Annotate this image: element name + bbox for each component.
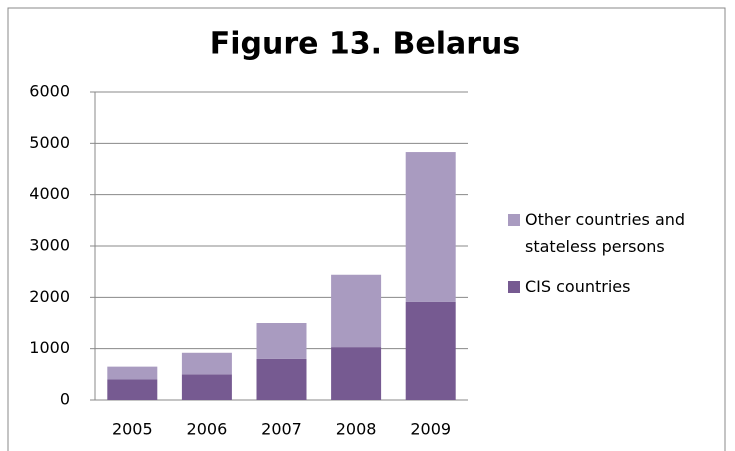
legend-label: CIS countries xyxy=(525,277,631,296)
bar-segment xyxy=(331,274,382,348)
bar-segment xyxy=(107,379,158,400)
bar-segment xyxy=(331,347,382,400)
y-tick-label: 1000 xyxy=(29,338,70,357)
x-tick-label: 2009 xyxy=(410,420,451,439)
x-tick-label: 2008 xyxy=(336,420,377,439)
legend-swatch xyxy=(508,281,520,293)
bar-segment xyxy=(181,374,232,400)
y-tick-label: 5000 xyxy=(29,133,70,152)
bar-segment xyxy=(181,352,232,375)
bar-segment xyxy=(256,323,307,359)
y-tick-label: 3000 xyxy=(29,236,70,255)
bar-segment xyxy=(107,366,158,380)
chart-title: Figure 13. Belarus xyxy=(210,27,521,62)
y-tick-label: 2000 xyxy=(29,287,70,306)
legend-item: Other countries and stateless persons xyxy=(508,206,718,260)
bar-segment xyxy=(256,358,307,400)
y-tick-label: 4000 xyxy=(29,184,70,203)
legend-item: CIS countries xyxy=(508,273,718,300)
x-tick-label: 2005 xyxy=(112,420,153,439)
bar-segment xyxy=(405,152,456,302)
x-tick-label: 2007 xyxy=(261,420,302,439)
bar-segment xyxy=(405,301,456,400)
legend-swatch xyxy=(508,214,520,226)
legend-label: Other countries and stateless persons xyxy=(525,210,686,256)
y-tick-label: 6000 xyxy=(29,82,70,101)
x-tick-label: 2006 xyxy=(187,420,228,439)
y-tick-label: 0 xyxy=(60,390,70,409)
